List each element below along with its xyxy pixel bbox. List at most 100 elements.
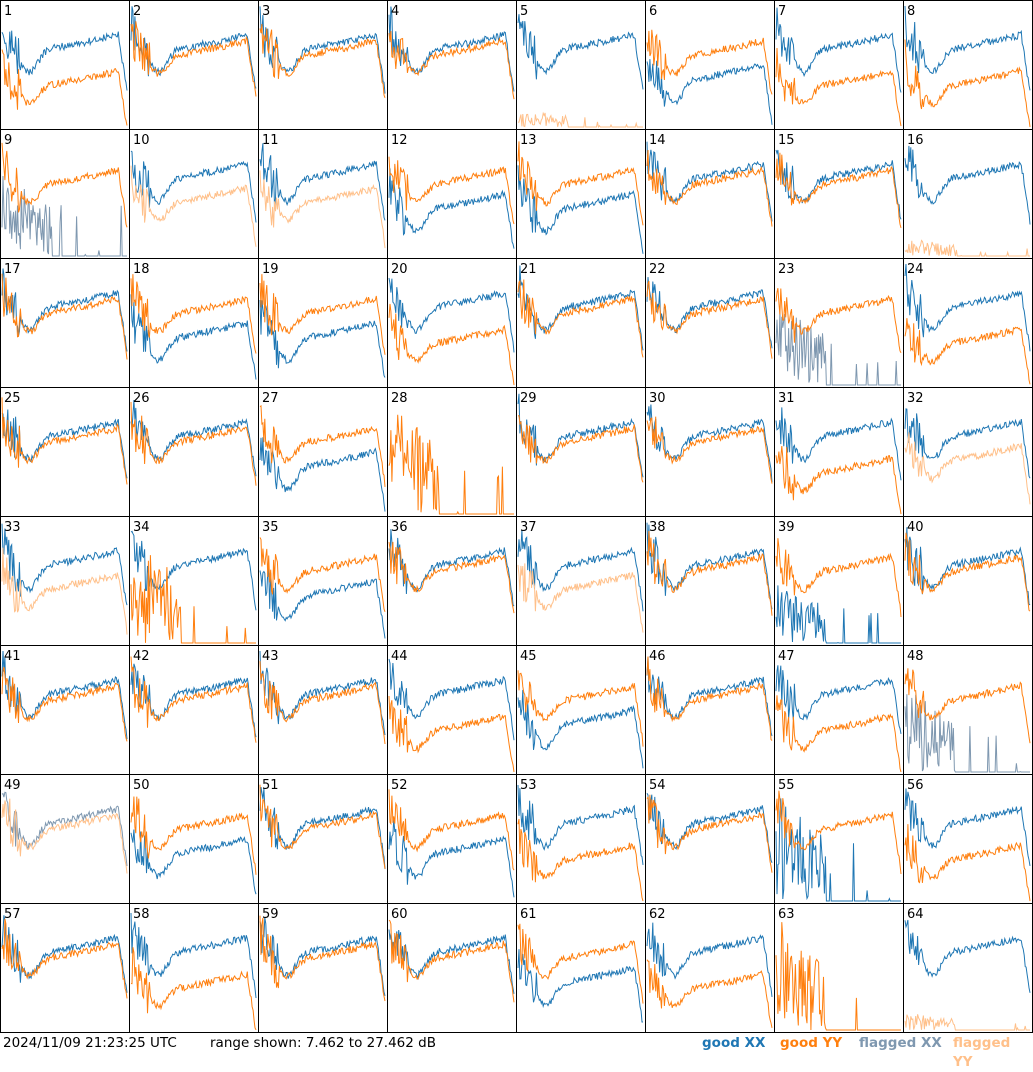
series-good-yy (646, 656, 773, 741)
spectrum-panel-8: 8 (903, 0, 1033, 130)
series-good-yy (646, 280, 773, 359)
spectrum-panel-23: 23 (774, 258, 904, 388)
panel-label: 50 (133, 778, 150, 793)
panel-label: 18 (133, 262, 150, 277)
spectrum-panel-22: 22 (645, 258, 775, 388)
panel-frame (903, 774, 1033, 904)
spectrum-panel-19: 19 (258, 258, 388, 388)
panel-label: 10 (133, 133, 150, 148)
panel-frame (258, 903, 388, 1033)
series-good-xx (259, 437, 386, 512)
panel-frame (516, 645, 646, 775)
panel-frame (129, 129, 259, 259)
series-flagged-xx (1, 175, 127, 257)
panel-label: 24 (907, 262, 924, 277)
series-good-xx (646, 656, 773, 737)
series-good-xx (130, 6, 257, 89)
series-good-yy (130, 401, 257, 486)
series-good-xx (904, 145, 1031, 225)
series-good-yy (646, 416, 773, 484)
series-good-xx (904, 5, 1031, 91)
series-flagged-yy (130, 165, 257, 247)
series-good-yy (388, 156, 515, 225)
spectrum-panel-53: 53 (516, 774, 646, 904)
series-good-xx (388, 658, 515, 741)
panel-label: 48 (907, 649, 924, 664)
panel-frame (645, 903, 775, 1033)
series-good-xx (259, 568, 386, 639)
series-flagged-yy (259, 170, 386, 249)
panel-label: 27 (262, 391, 279, 406)
panel-label: 41 (4, 649, 21, 664)
spectrum-panel-4: 4 (387, 0, 517, 130)
panel-label: 11 (262, 133, 279, 148)
series-good-yy (259, 915, 386, 1002)
spectrum-panel-37: 37 (516, 516, 646, 646)
panel-label: 9 (4, 133, 12, 148)
series-good-yy (775, 922, 901, 1031)
series-good-yy (130, 947, 257, 1031)
series-good-xx (130, 399, 257, 477)
panel-label: 52 (391, 778, 408, 793)
series-good-xx (130, 829, 257, 895)
spectrum-panel-62: 62 (645, 903, 775, 1033)
series-good-yy (259, 661, 386, 745)
spectrum-panel-38: 38 (645, 516, 775, 646)
spectrum-panel-51: 51 (258, 774, 388, 904)
series-good-yy (775, 152, 902, 229)
panel-frame (129, 774, 259, 904)
panel-label: 33 (4, 520, 21, 535)
panel-label: 29 (520, 391, 537, 406)
series-good-yy (388, 31, 515, 100)
spectrum-panel-40: 40 (903, 516, 1033, 646)
series-flagged-yy (1, 547, 128, 635)
spectrum-panel-46: 46 (645, 645, 775, 775)
series-good-yy (388, 695, 515, 773)
panel-frame (645, 774, 775, 904)
panel-label: 36 (391, 520, 408, 535)
panel-label: 63 (778, 907, 795, 922)
series-good-xx (517, 265, 644, 351)
panel-frame (129, 645, 259, 775)
series-good-xx (646, 922, 773, 997)
spectrum-panel-44: 44 (387, 645, 517, 775)
series-good-yy (775, 287, 902, 354)
spectrum-panel-56: 56 (903, 774, 1033, 904)
series-good-xx (388, 929, 515, 994)
panel-label: 40 (907, 520, 924, 535)
panel-label: 60 (391, 907, 408, 922)
series-good-xx (130, 912, 257, 999)
series-good-yy (775, 790, 902, 875)
panel-label: 62 (649, 907, 666, 922)
panel-frame (387, 387, 517, 517)
legend-flagged-xx: flagged XX (859, 1035, 942, 1051)
spectrum-panel-13: 13 (516, 129, 646, 259)
footer: 2024/11/09 21:23:25 UTC range shown: 7.4… (0, 1034, 1033, 1070)
spectrum-panel-26: 26 (129, 387, 259, 517)
spectrum-panel-28: 28 (387, 387, 517, 517)
panel-label: 51 (262, 778, 279, 793)
series-good-xx (130, 294, 257, 380)
series-good-xx (904, 408, 1031, 479)
spectrum-panel-59: 59 (258, 903, 388, 1033)
series-good-yy (517, 923, 644, 1004)
series-good-yy (259, 784, 386, 869)
spectrum-panel-61: 61 (516, 903, 646, 1033)
panel-frame (516, 258, 646, 388)
spectrum-panel-27: 27 (258, 387, 388, 517)
spectrum-panel-48: 48 (903, 645, 1033, 775)
series-flagged-xx (904, 694, 1030, 773)
spectrum-panel-41: 41 (0, 645, 130, 775)
panel-label: 6 (649, 4, 657, 19)
panel-label: 30 (649, 391, 666, 406)
spectrum-panel-17: 17 (0, 258, 130, 388)
series-flagged-yy (517, 563, 644, 633)
panel-frame (645, 129, 775, 259)
panel-label: 55 (778, 778, 795, 793)
series-good-yy (1, 666, 128, 742)
spectrum-panel-39: 39 (774, 516, 904, 646)
series-good-xx (130, 530, 257, 611)
panel-label: 54 (649, 778, 666, 793)
series-good-xx (517, 784, 644, 865)
